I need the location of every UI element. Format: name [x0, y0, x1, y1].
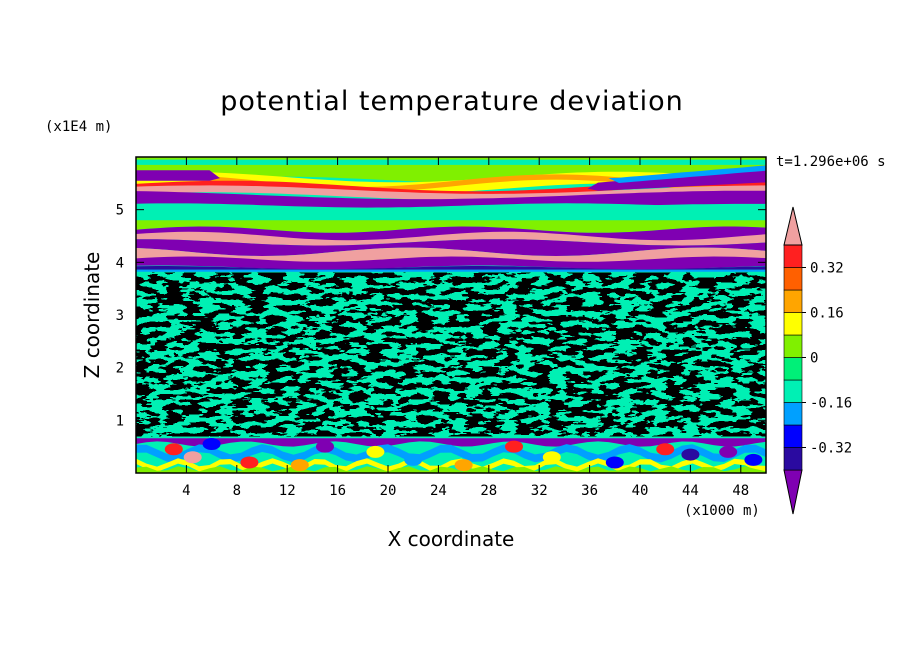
- colorbar-segment: [783, 447, 803, 471]
- colorbar-tick-label: -0.32: [810, 441, 852, 457]
- colorbar-segment: [783, 244, 803, 268]
- contour-eddy: [605, 456, 624, 469]
- y-tick-label: 5: [116, 203, 124, 219]
- contour-band: [136, 256, 766, 270]
- contour-eddy: [366, 445, 385, 458]
- contour-eddy: [454, 459, 473, 472]
- contour-eddy: [290, 459, 309, 472]
- contour-eddy: [316, 440, 334, 453]
- colorbar-tick-label: 0.16: [810, 306, 844, 322]
- chart-title: potential temperature deviation: [220, 86, 684, 117]
- contour-eddy: [202, 438, 221, 451]
- contour-eddy: [656, 443, 675, 456]
- contour-band: [136, 220, 766, 233]
- colorbar-segment: [783, 357, 803, 381]
- y-tick-label: 2: [116, 361, 124, 377]
- x-tick-label: 28: [480, 483, 497, 499]
- x-tick-label: 32: [531, 483, 548, 499]
- x-tick-label: 16: [329, 483, 346, 499]
- contour-band: [136, 170, 766, 181]
- contour-eddy: [744, 453, 763, 466]
- x-unit-label: (x1000 m): [684, 503, 760, 519]
- y-tick-label: 1: [116, 413, 124, 429]
- colorbar-segment: [783, 289, 803, 313]
- x-tick-label: 40: [632, 483, 649, 499]
- x-axis: 4 8 12 16 20 24 28 32 36 40 44 48: [182, 157, 749, 499]
- contour-band: [136, 266, 766, 270]
- contour-eddy: [542, 451, 561, 464]
- contour-eddy: [505, 440, 523, 453]
- contour-band: [136, 180, 766, 197]
- x-tick-label: 20: [380, 483, 397, 499]
- colorbar: 0.32 0.16 0 -0.16 -0.32: [783, 206, 852, 515]
- x-tick-label: 24: [430, 483, 447, 499]
- y-tick-label: 4: [116, 255, 124, 271]
- contour-eddy: [681, 448, 700, 461]
- time-label: t=1.296e+06 s: [776, 154, 886, 170]
- contour-band: [136, 231, 766, 246]
- y-axis: 1 2 3 4 5: [116, 203, 766, 429]
- x-tick-label: 4: [182, 483, 190, 499]
- contour-eddy: [404, 453, 423, 466]
- x-tick-label: 44: [682, 483, 699, 499]
- contour-band: [136, 203, 766, 213]
- contour-mid-layer-noise: [136, 272, 766, 437]
- contour-band: [136, 438, 766, 447]
- x-tick-label: 12: [279, 483, 296, 499]
- contour-eddy: [183, 451, 202, 464]
- colorbar-segment: [783, 424, 803, 448]
- x-tick-label: 8: [233, 483, 241, 499]
- x-tick-label: 48: [732, 483, 749, 499]
- contour-band: [136, 239, 766, 256]
- colorbar-segment: [783, 312, 803, 336]
- contour-eddy: [240, 456, 259, 469]
- contour-band: [136, 269, 766, 272]
- colorbar-tick-label: -0.16: [810, 396, 852, 412]
- colorbar-tick-label: 0: [810, 351, 818, 367]
- colorbar-segment: [783, 267, 803, 291]
- y-unit-label: (x1E4 m): [45, 119, 113, 135]
- colorbar-tick-label: 0.32: [810, 261, 844, 277]
- contour-plot-area: [136, 157, 766, 473]
- colorbar-segment: [783, 402, 803, 426]
- x-axis-label: X coordinate: [387, 527, 515, 551]
- colorbar-segment: [783, 379, 803, 403]
- colorbar-extend-low: [783, 469, 803, 515]
- contour-band: [136, 247, 766, 263]
- y-tick-label: 3: [116, 308, 124, 324]
- contour-eddy: [719, 445, 738, 458]
- x-tick-label: 36: [581, 483, 598, 499]
- colorbar-segment: [783, 334, 803, 358]
- colorbar-extend-high: [783, 206, 803, 246]
- contour-band: [136, 444, 766, 463]
- contour-band: [136, 168, 766, 191]
- contour-eddy: [164, 443, 183, 456]
- y-axis-label: Z coordinate: [80, 251, 104, 379]
